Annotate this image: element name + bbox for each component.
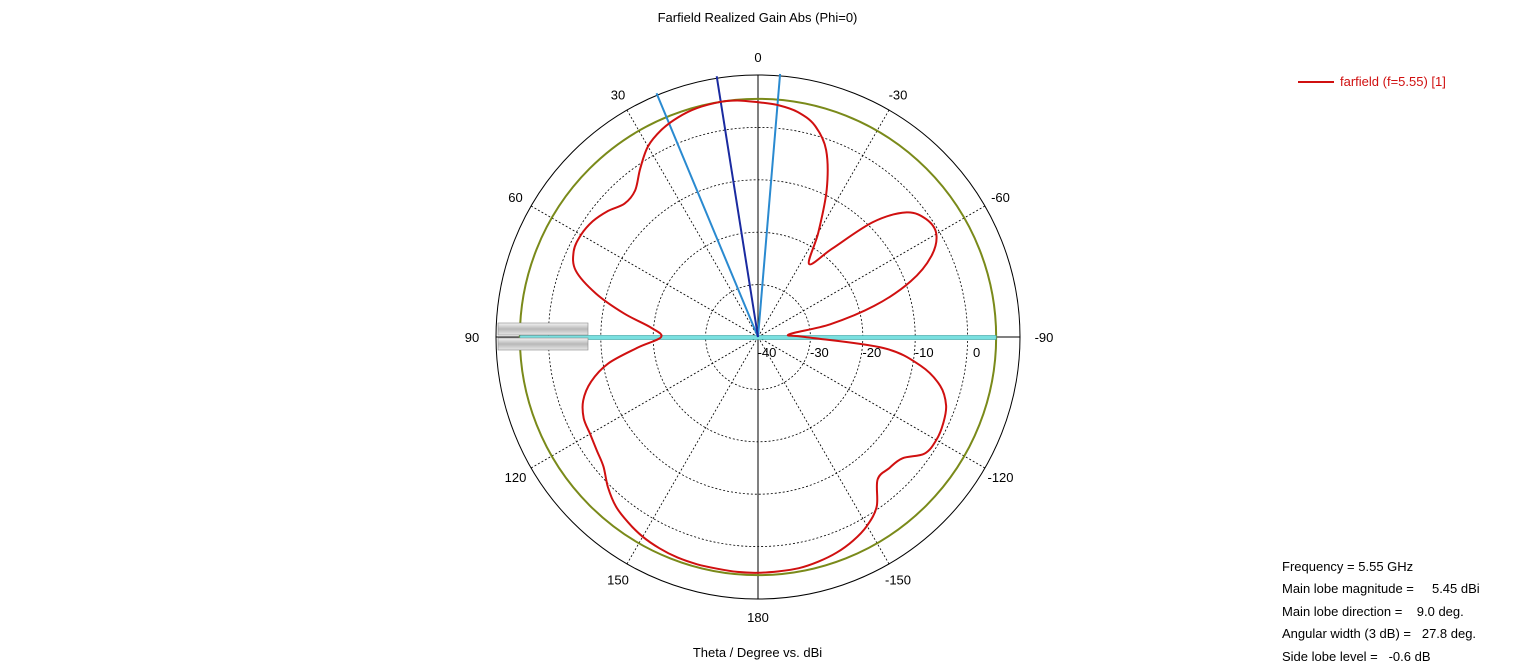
- grid-spoke: [530, 336, 759, 469]
- grid-spoke: [626, 336, 759, 565]
- stat-label: Angular width (3 dB) =: [1282, 626, 1415, 642]
- legend-label: farfield (f=5.55) [1]: [1340, 74, 1446, 89]
- chart-title: Farfield Realized Gain Abs (Phi=0): [657, 10, 858, 25]
- radial-tick-label: -30: [810, 345, 829, 360]
- angle-tick-label: -30: [889, 88, 908, 103]
- sidelobe-marker-lower: [497, 337, 589, 351]
- angle-tick-label: 60: [508, 190, 522, 205]
- angle-tick-label: -90: [1035, 330, 1054, 345]
- stat-label: Frequency =: [1282, 559, 1359, 574]
- stat-value: 9.0 deg.: [1405, 603, 1464, 619]
- radial-tick-label: 0: [973, 345, 980, 360]
- tick-labels: 0 30 60 90 120 150 180 -150 -120 -90 -60 -30 -40 -30 -…: [465, 50, 1054, 625]
- angle-tick-label: -60: [991, 190, 1010, 205]
- series-line-farfield: [572, 99, 948, 574]
- angle-tick-label: 150: [607, 573, 629, 588]
- stat-label: Main lobe direction =: [1282, 603, 1406, 619]
- stat-value: 5.45 dBi: [1417, 581, 1480, 597]
- beamwidth-line: [757, 73, 782, 338]
- grid-spoke: [757, 205, 986, 338]
- stat-frequency: Frequency = 5.55 GHz: [1282, 556, 1480, 578]
- radial-tick-label: -40: [758, 345, 777, 360]
- angle-tick-label: 30: [611, 88, 625, 103]
- angle-tick-label: -150: [885, 573, 911, 588]
- farfield-stats-panel: Frequency = 5.55 GHz Main lobe magnitude…: [1282, 556, 1480, 668]
- stat-value: 5.55 GHz: [1358, 559, 1414, 574]
- main-lobe-direction-line: [715, 76, 759, 338]
- grid-spoke: [626, 109, 759, 338]
- grid-spoke: [530, 205, 759, 338]
- stat-value: 27.8 deg.: [1414, 626, 1477, 642]
- angle-tick-label: 0: [754, 50, 761, 65]
- radial-tick-label: -10: [915, 345, 934, 360]
- beamwidth-line: [655, 92, 759, 338]
- stat-side-lobe-level: Side lobe level = -0.6 dB: [1282, 646, 1480, 668]
- chart-series: [497, 73, 998, 577]
- legend-swatch: [1298, 80, 1334, 83]
- angle-tick-label: 120: [505, 470, 527, 485]
- stat-label: Main lobe magnitude =: [1282, 581, 1418, 597]
- angle-tick-label: 90: [465, 330, 479, 345]
- angle-tick-label: -120: [987, 470, 1013, 485]
- stat-label: Side lobe level =: [1282, 648, 1382, 664]
- stat-main-lobe-direction: Main lobe direction = 9.0 deg.: [1282, 601, 1480, 623]
- stat-main-lobe-magnitude: Main lobe magnitude = 5.45 dBi: [1282, 578, 1480, 600]
- sidelobe-marker-upper: [497, 322, 589, 336]
- stat-value: -0.6 dB: [1381, 648, 1431, 664]
- radial-tick-label: -20: [862, 345, 881, 360]
- stat-angular-width: Angular width (3 dB) = 27.8 deg.: [1282, 623, 1480, 645]
- grid-spoke: [757, 336, 890, 565]
- legend[interactable]: farfield (f=5.55) [1]: [1298, 74, 1446, 89]
- angle-tick-label: 180: [747, 610, 769, 625]
- x-axis-label: Theta / Degree vs. dBi: [692, 645, 823, 660]
